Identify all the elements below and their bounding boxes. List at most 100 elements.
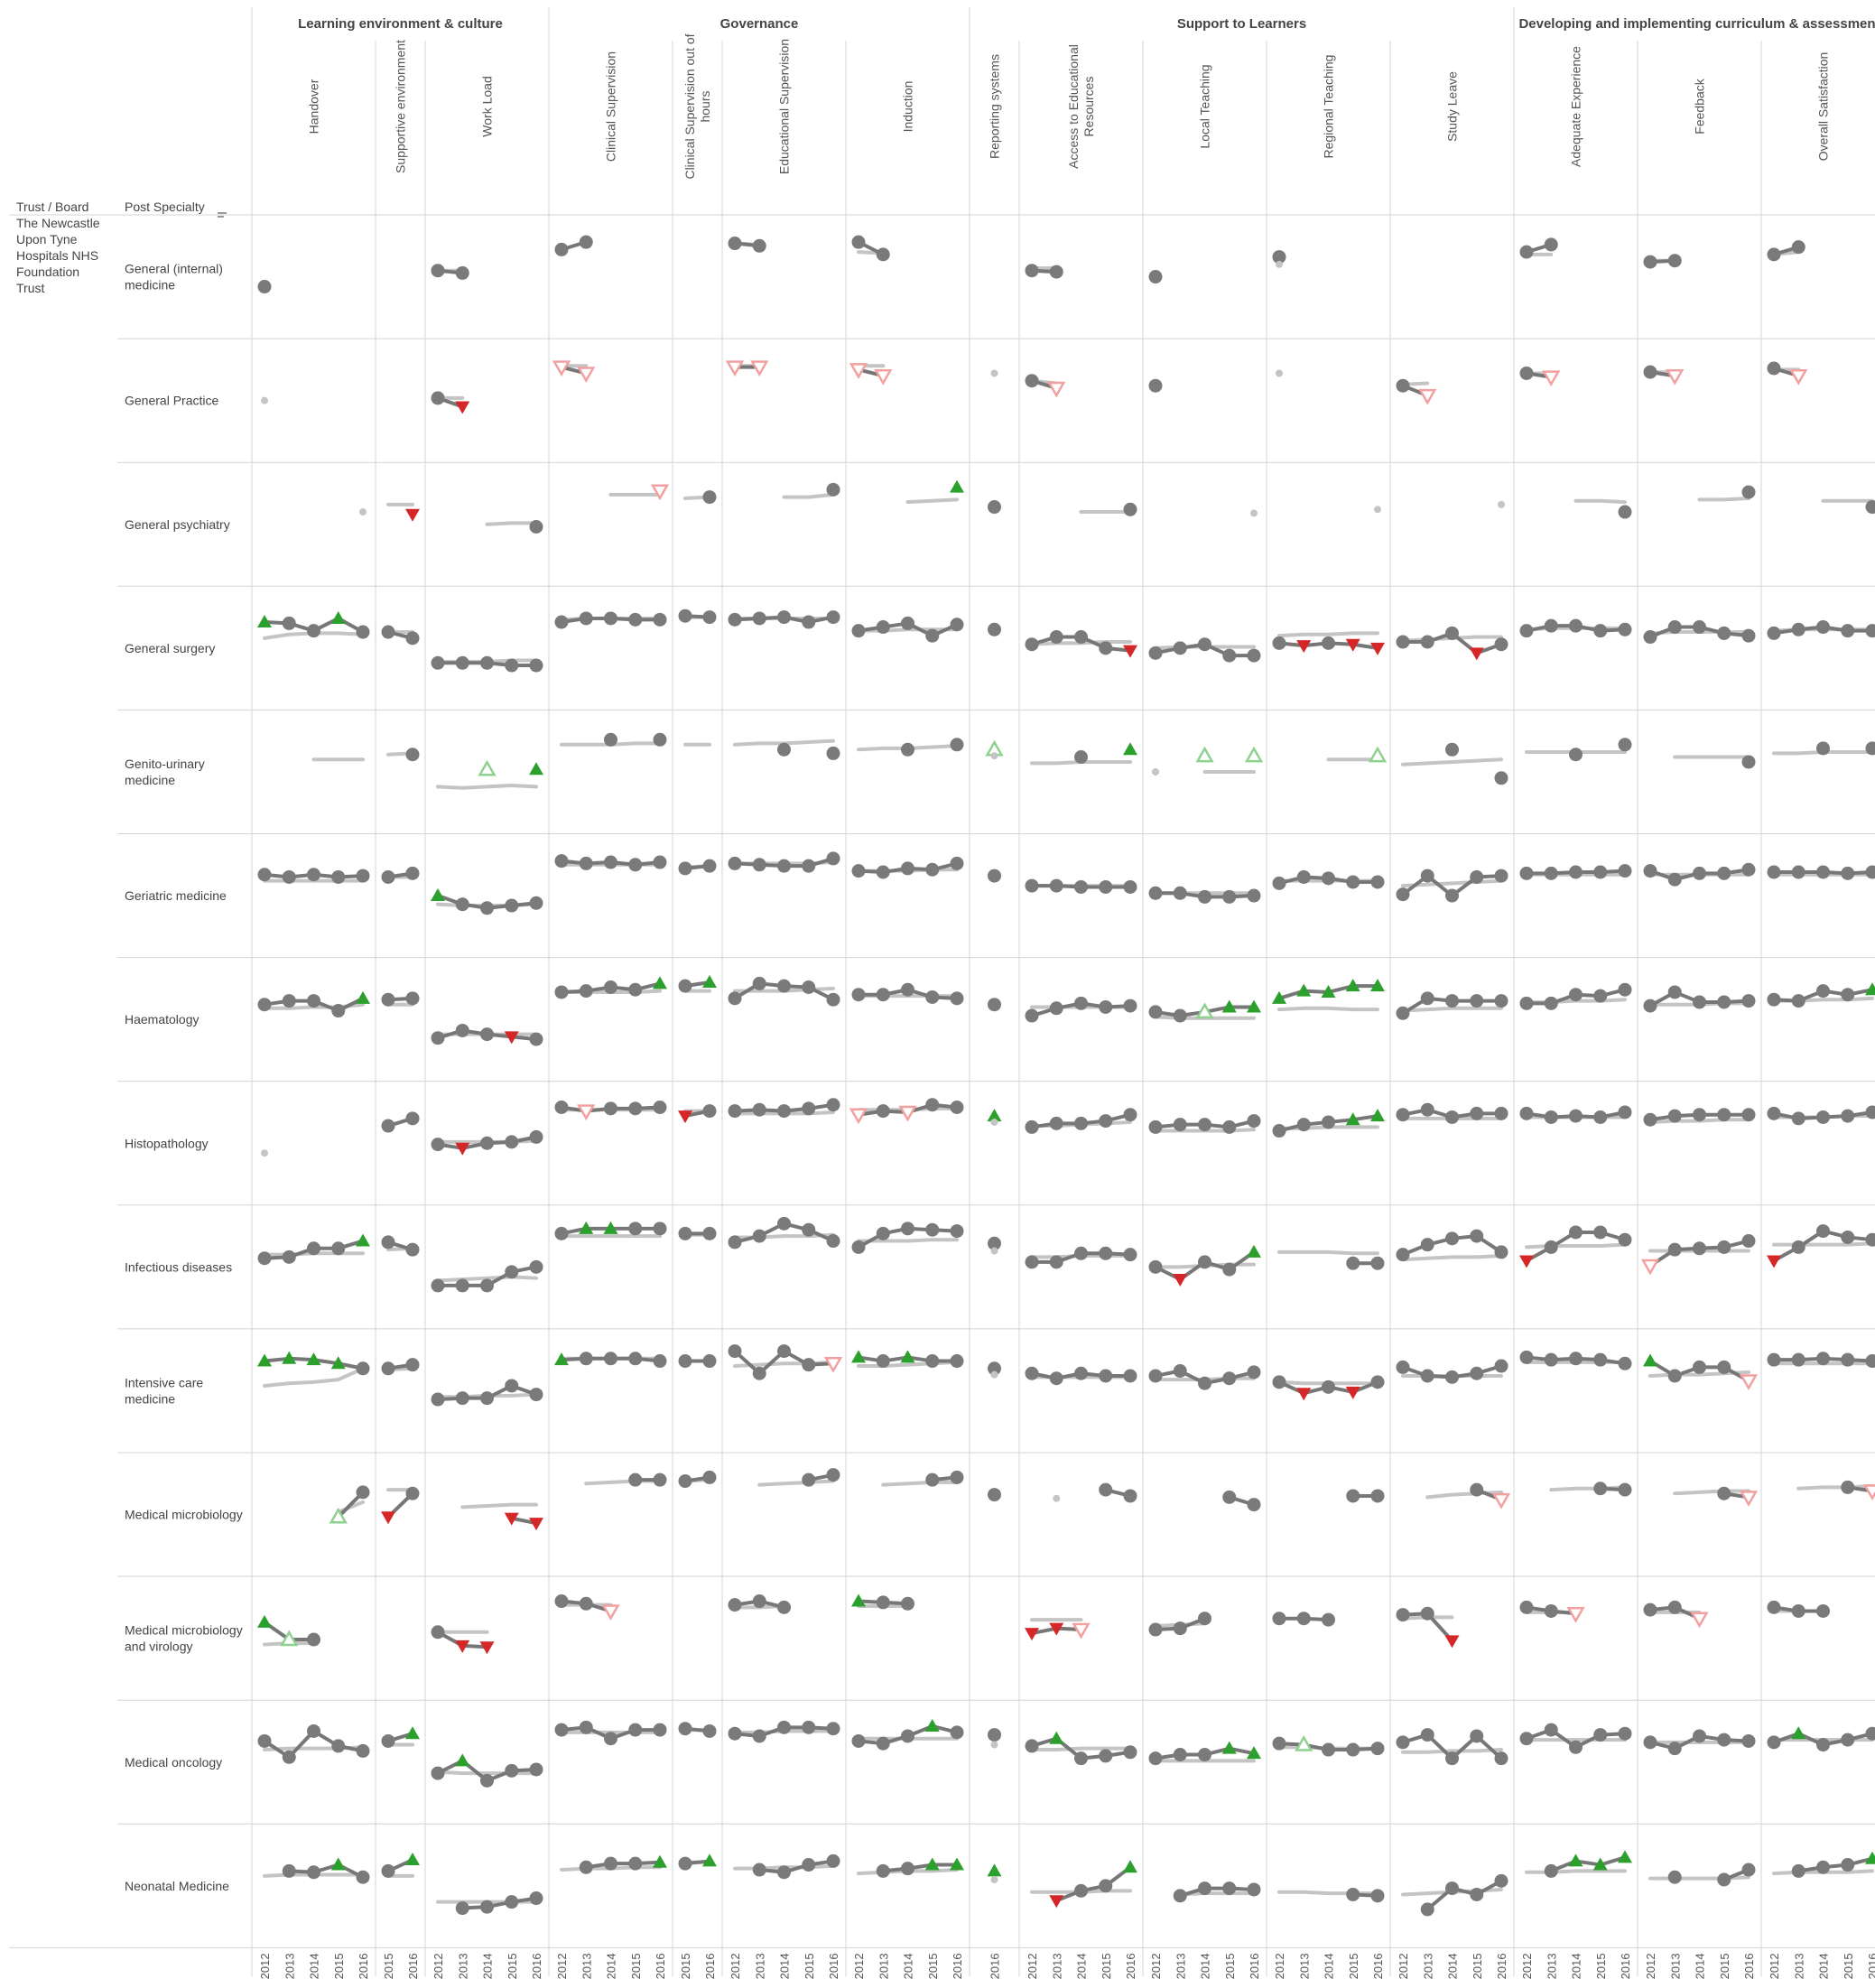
metric-header: Reporting systems: [988, 54, 1002, 159]
data-point: [702, 1104, 717, 1119]
data-point: [752, 976, 766, 990]
data-point: [1865, 741, 1875, 756]
data-point: [480, 1136, 494, 1150]
data-point: [455, 655, 469, 670]
year-tick-label: 2016: [1371, 1953, 1385, 1979]
data-point: [1198, 1881, 1211, 1896]
data-point-above: [1370, 1109, 1385, 1122]
data-point-above: [1247, 1746, 1261, 1760]
data-point: [604, 611, 617, 626]
data-point: [356, 1870, 370, 1884]
data-point: [1470, 1729, 1484, 1743]
data-point: [579, 1596, 593, 1611]
data-point-below: [529, 1518, 543, 1531]
data-point: [1123, 1369, 1137, 1383]
data-point-above-open: [1195, 746, 1214, 763]
data-point: [1296, 1118, 1311, 1132]
data-point: [1544, 1863, 1558, 1878]
data-point: [1618, 738, 1632, 752]
data-point: [1717, 866, 1731, 880]
data-point-above-open: [478, 759, 497, 776]
data-point-below-open: [1862, 1484, 1875, 1501]
data-point-below: [1370, 642, 1385, 655]
data-point: [257, 998, 272, 1012]
data-point: [628, 1352, 643, 1366]
data-point: [1865, 1105, 1875, 1119]
data-point: [1123, 502, 1137, 516]
data-point: [826, 992, 840, 1007]
metric-header: Supportive environment: [394, 40, 408, 173]
year-tick-label: 2013: [753, 1953, 766, 1979]
benchmark-line: [460, 1502, 538, 1510]
data-point-above-open: [1295, 1735, 1313, 1751]
data-point: [1445, 626, 1459, 640]
data-point: [1445, 1751, 1459, 1766]
data-point: [901, 1222, 914, 1236]
data-point: [1099, 1369, 1113, 1383]
data-point: [1717, 1108, 1731, 1122]
data-point: [1099, 1749, 1113, 1763]
data-point: [1494, 637, 1508, 652]
data-point: [554, 615, 569, 629]
data-point: [405, 991, 420, 1006]
data-point: [1865, 865, 1875, 879]
data-point: [1593, 624, 1608, 638]
data-point-above: [987, 1109, 1002, 1122]
data-point: [1593, 1225, 1608, 1240]
metric-label: Local Teaching: [1198, 64, 1212, 148]
data-point: [1222, 1490, 1237, 1504]
year-tick-label: 2012: [1520, 1953, 1534, 1979]
metric-header: Handover: [307, 79, 321, 134]
data-point: [1767, 626, 1781, 640]
data-point: [628, 612, 643, 627]
data-point: [826, 1098, 840, 1112]
data-point: [826, 1234, 840, 1249]
data-point: [702, 1723, 717, 1738]
data-point-above: [356, 1233, 370, 1247]
year-tick-label: 2015: [506, 1953, 519, 1979]
data-point: [1123, 1745, 1137, 1760]
data-point: [604, 980, 617, 995]
year-tick-label: 2014: [481, 1953, 495, 1979]
data-point: [1222, 648, 1237, 663]
data-point: [1693, 620, 1706, 635]
data-point: [1049, 265, 1063, 279]
data-point: [356, 1743, 370, 1758]
data-point: [381, 625, 395, 639]
data-point: [1841, 624, 1855, 638]
data-point: [1816, 1352, 1830, 1366]
metric-header: Adequate Experience: [1569, 46, 1583, 167]
data-point: [702, 1354, 717, 1369]
data-point: [678, 979, 692, 993]
sort-icon[interactable]: [218, 212, 227, 218]
data-point: [381, 869, 395, 884]
data-point: [1791, 1240, 1805, 1254]
data-point: [988, 1361, 1001, 1376]
data-point: [1544, 237, 1558, 252]
data-point-above: [1865, 982, 1875, 996]
data-point-above: [529, 762, 543, 776]
data-point: [950, 1354, 964, 1369]
data-point-above: [282, 1351, 297, 1364]
data-point-below-open: [1739, 1491, 1759, 1507]
data-point: [1346, 1887, 1360, 1901]
data-point-below: [381, 1511, 395, 1525]
data-point: [1717, 1733, 1731, 1747]
benchmark-line: [905, 497, 959, 505]
data-point: [1667, 872, 1682, 887]
data-point: [1717, 995, 1731, 1009]
data-point: [702, 610, 717, 625]
metric-header: Feedback: [1693, 78, 1707, 134]
row-label: Haematology: [125, 1012, 200, 1027]
data-point: [1173, 1889, 1187, 1903]
data-point: [950, 738, 964, 752]
data-point: [628, 1222, 643, 1236]
data-point: [802, 1222, 816, 1237]
data-point: [307, 994, 320, 1008]
data-point: [1569, 618, 1583, 633]
data-point-below: [479, 1641, 495, 1655]
data-point: [702, 490, 717, 505]
data-point: [1494, 1245, 1508, 1259]
data-point: [1494, 994, 1508, 1008]
data-point: [1569, 988, 1583, 1002]
